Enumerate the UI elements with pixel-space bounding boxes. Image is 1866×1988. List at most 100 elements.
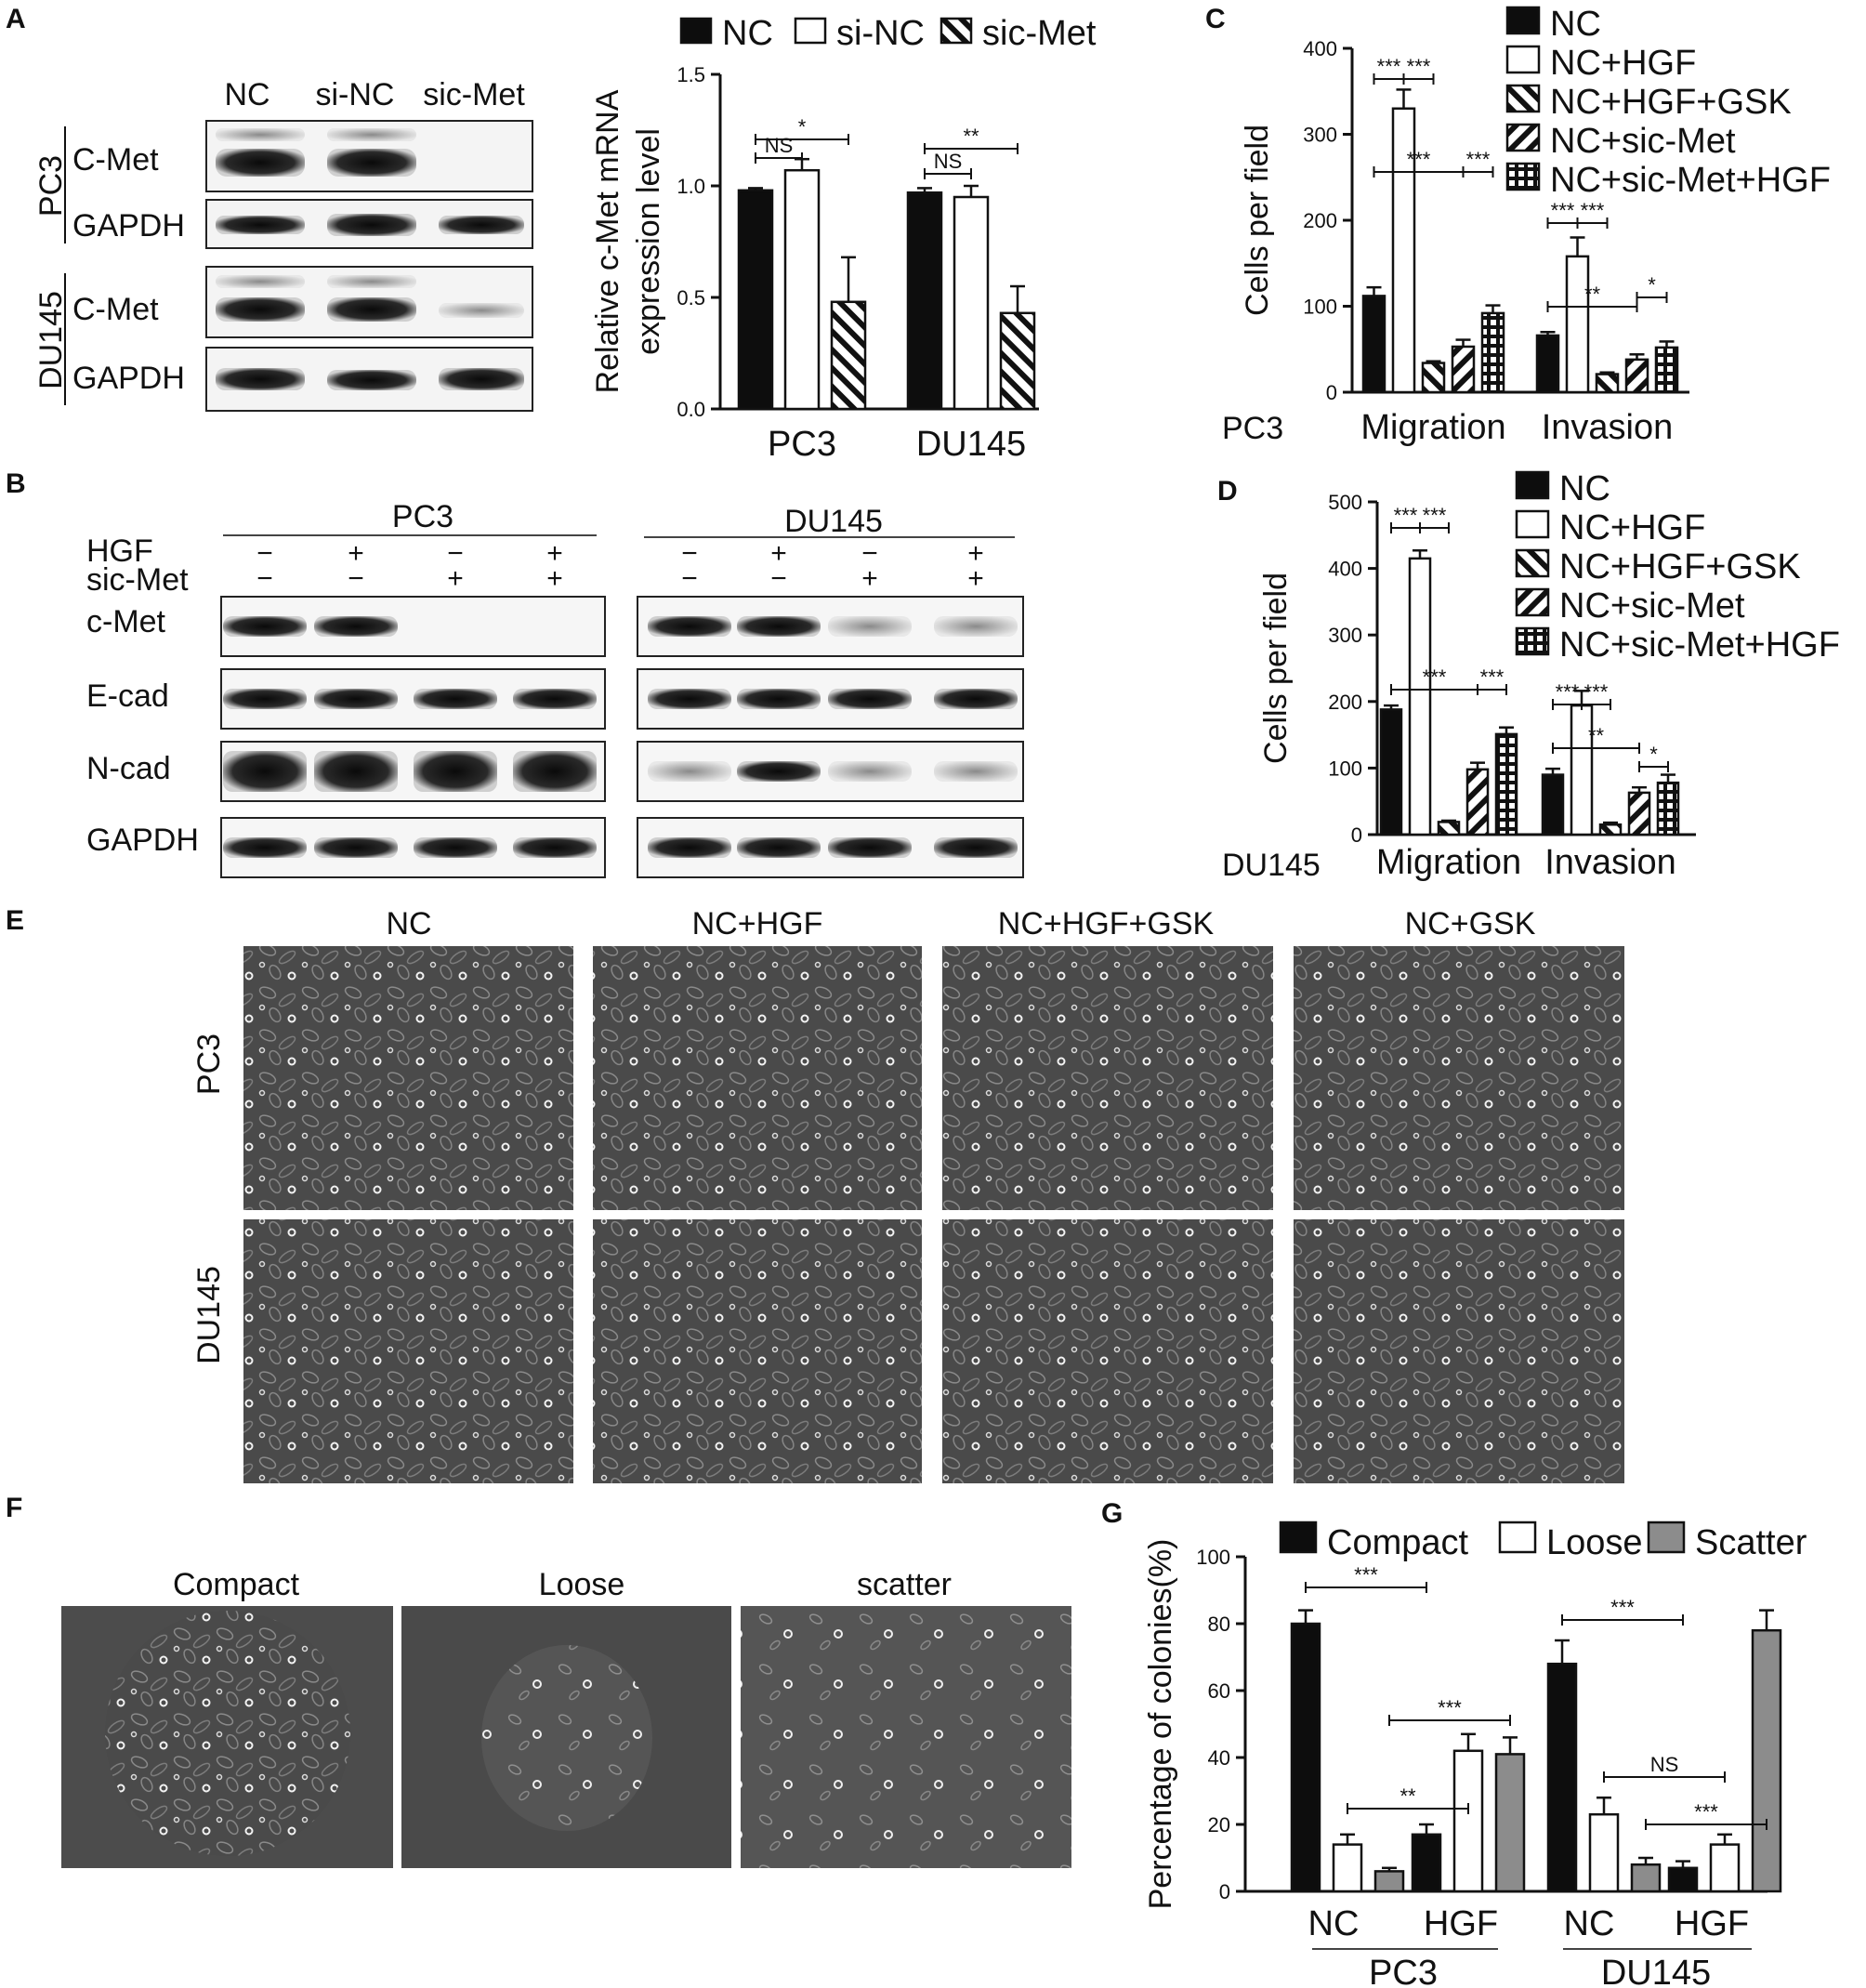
image-label: Loose xyxy=(539,1567,625,1602)
blot-band xyxy=(327,149,416,177)
bar xyxy=(1451,345,1476,394)
significance-label: *** xyxy=(1394,504,1418,527)
significance-label: *** xyxy=(1480,665,1505,689)
treatment-mark: − xyxy=(447,538,464,569)
blot-band xyxy=(223,616,307,637)
blot-band xyxy=(314,837,398,858)
cell-line-label: PC3 xyxy=(33,155,69,217)
micrograph xyxy=(942,946,1273,1210)
bar xyxy=(830,300,867,411)
treatment-mark: + xyxy=(770,538,787,569)
y-tick-label: 40 xyxy=(1208,1746,1230,1770)
blot-band xyxy=(216,149,305,177)
blot-band xyxy=(314,751,398,792)
bar xyxy=(1379,708,1403,836)
treatment-mark: + xyxy=(967,563,984,594)
legend-swatch xyxy=(940,17,973,45)
y-tick-label: 20 xyxy=(1208,1813,1230,1837)
significance-label: * xyxy=(1648,273,1656,296)
treatment-mark: − xyxy=(681,538,698,569)
x-tick-label: PC3 xyxy=(768,425,836,464)
legend-swatch xyxy=(1515,548,1550,578)
bar xyxy=(1541,773,1565,836)
lane-label: si-NC xyxy=(316,77,395,112)
significance-label: *** xyxy=(1556,680,1580,704)
chart-d: 0 100 200 300 400 500 Cells per field Migration… xyxy=(1258,469,1840,882)
cell-line-label: PC3 xyxy=(1222,411,1283,446)
treatment-mark: − xyxy=(681,563,698,594)
blot-band xyxy=(828,689,912,709)
legend-swatch xyxy=(1505,123,1541,152)
panel-f-images: Compact Loose scatter xyxy=(61,1567,1071,1868)
bar xyxy=(1373,1870,1405,1893)
blot-band xyxy=(648,689,731,709)
blot-band xyxy=(414,751,497,792)
bar xyxy=(1465,768,1490,836)
treatment-mark: + xyxy=(546,538,563,569)
blot-band xyxy=(327,370,416,390)
blot-band xyxy=(439,216,524,234)
blot-row-label: GAPDH xyxy=(72,208,185,244)
column-label: NC+HGF+GSK xyxy=(998,906,1215,941)
blot-band xyxy=(439,368,524,390)
blot-band xyxy=(327,297,416,322)
panel-label-c: C xyxy=(1205,4,1226,34)
blot-bands xyxy=(223,616,1018,858)
blot-band xyxy=(648,837,731,858)
bar xyxy=(1546,1662,1578,1893)
treatment-mark: + xyxy=(861,563,878,594)
blot-row-label: c-Met xyxy=(86,604,166,639)
bar xyxy=(1452,1749,1484,1893)
treatment-mark: − xyxy=(861,538,878,569)
chart-c: 0 100 200 300 400 Cells per field Migration Inv… xyxy=(1240,5,1831,447)
y-tick-label: 200 xyxy=(1328,691,1362,714)
blot-band xyxy=(216,128,305,141)
y-tick-label: 400 xyxy=(1303,37,1337,60)
panel-e-images: NC NC+HGF NC+HGF+GSK NC+GSK PC3 DU145 xyxy=(191,906,1624,1483)
panel-b-blot: PC3 DU145 HGF sic-Met − + − + − + − +− − + + − − + + c… xyxy=(86,499,1024,878)
y-axis-label-line: Relative c-Met mRNA xyxy=(590,89,625,393)
blot-band xyxy=(648,761,731,782)
colony xyxy=(105,1611,350,1856)
blot-band xyxy=(327,128,416,141)
x-tick-label: HGF xyxy=(1424,1904,1498,1943)
treatment-mark: + xyxy=(447,563,464,594)
y-tick-label: 500 xyxy=(1328,491,1362,514)
significance-label: *** xyxy=(1354,1563,1378,1586)
significance-label: *** xyxy=(1438,1696,1462,1719)
blot-band xyxy=(737,837,821,858)
bar xyxy=(1598,823,1623,836)
blot-band xyxy=(737,689,821,709)
legend-swatch xyxy=(1279,1521,1318,1554)
bar xyxy=(1667,1866,1699,1893)
bar xyxy=(1656,781,1680,836)
lane-label: sic-Met xyxy=(423,77,525,112)
y-tick-label: 80 xyxy=(1208,1613,1230,1636)
x-tick-label: NC xyxy=(1308,1904,1360,1943)
bar xyxy=(1361,295,1386,394)
panel-label-d: D xyxy=(1217,476,1238,507)
blot-band xyxy=(934,761,1018,782)
bar xyxy=(1588,1812,1620,1893)
lane-label: NC xyxy=(224,77,269,112)
y-axis-label: Percentage of colonies(%) xyxy=(1143,1539,1178,1910)
y-axis-label: Cells per field xyxy=(1240,125,1275,316)
blot-band xyxy=(223,837,307,858)
panel-label-b: B xyxy=(6,468,26,499)
x-group-label: PC3 xyxy=(1369,1954,1438,1988)
row-label: PC3 xyxy=(191,1033,227,1095)
significance-label: * xyxy=(798,115,807,138)
micrograph xyxy=(243,1219,573,1483)
legend-swatch xyxy=(1515,509,1550,539)
blot-band xyxy=(327,214,416,236)
significance-label: * xyxy=(1649,743,1658,766)
bar xyxy=(1411,1833,1442,1893)
cell-line-label: PC3 xyxy=(392,499,453,534)
micrograph xyxy=(942,1219,1273,1483)
y-tick-label: 60 xyxy=(1208,1679,1230,1703)
significance-label: *** xyxy=(1581,199,1605,222)
blot-band xyxy=(223,751,307,792)
blot-band xyxy=(828,837,912,858)
significance-label: *** xyxy=(1610,1596,1635,1619)
micrograph xyxy=(593,1219,922,1483)
